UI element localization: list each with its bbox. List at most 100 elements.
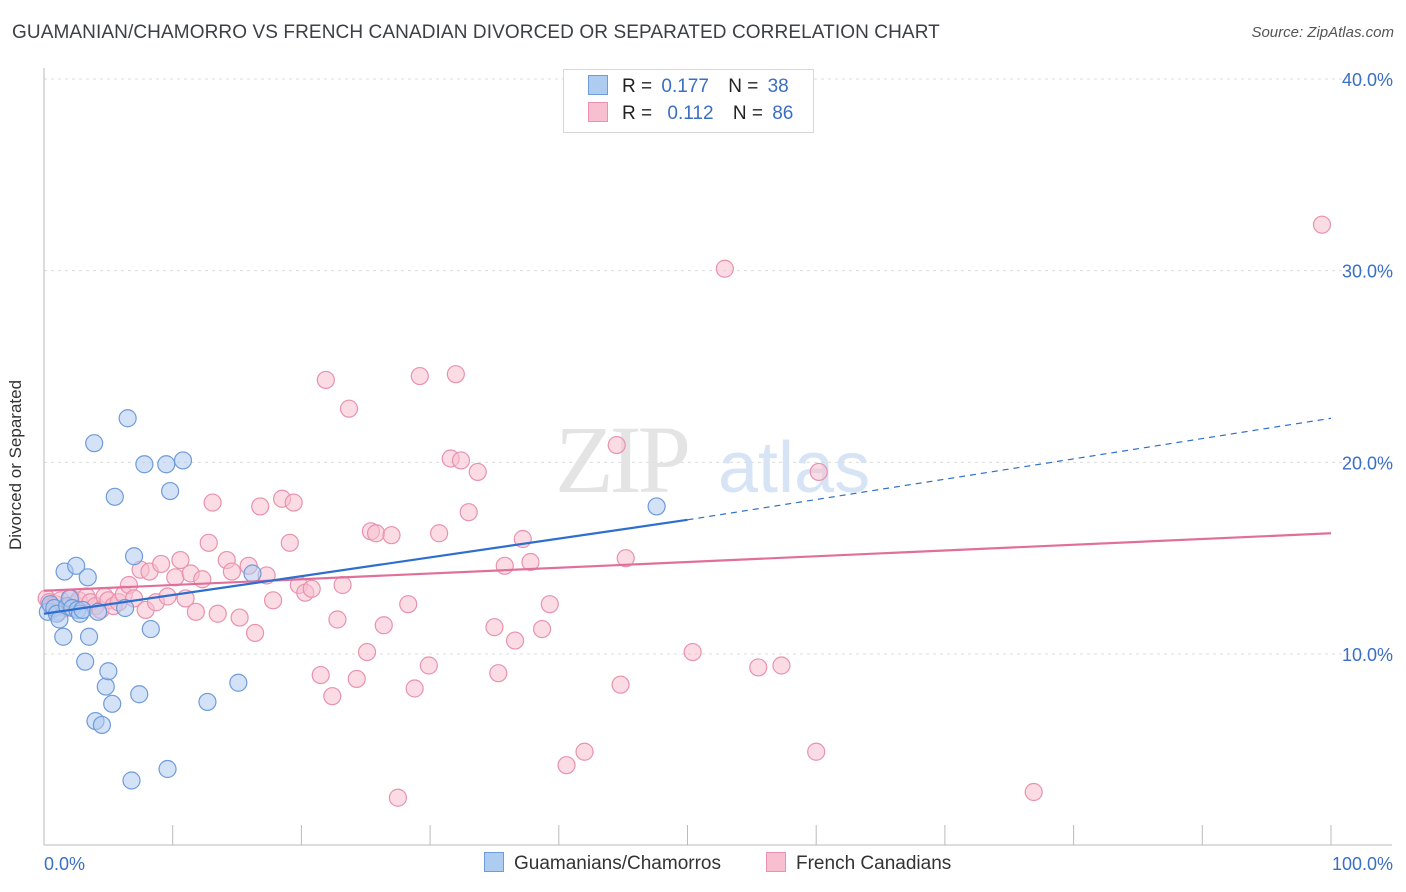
point-french-canadian: [357, 642, 377, 662]
point-guamanian: [96, 677, 115, 696]
point-french-canadian: [333, 575, 352, 595]
point-french-canadian: [446, 365, 465, 384]
x-tick-label-min: 0.0%: [44, 854, 85, 874]
point-french-canadian: [230, 608, 249, 627]
point-guamanian: [99, 662, 118, 681]
series-legend-label: French Canadians: [796, 853, 952, 874]
point-french-canadian: [388, 788, 408, 807]
series-legend-guamanian: Guamanians/Chamorros: [484, 852, 721, 875]
point-french-canadian: [749, 658, 768, 677]
point-french-canadian: [405, 679, 424, 698]
point-guamanian: [118, 409, 137, 428]
point-french-canadian: [280, 533, 299, 552]
y-tick-label: 10.0%: [1342, 645, 1393, 665]
point-french-canadian: [152, 554, 171, 574]
point-guamanian: [161, 481, 180, 501]
watermark-atlas: atlas: [718, 428, 870, 508]
legend-r-label: R =: [622, 76, 653, 97]
point-french-canadian: [1312, 215, 1332, 234]
stats-legend: R = 0.177 N = 38 R = 0.112 N = 86: [563, 69, 814, 133]
point-french-canadian: [485, 618, 504, 637]
point-guamanian: [115, 598, 135, 618]
point-french-canadian: [316, 370, 335, 390]
watermark: ZIP atlas: [555, 406, 870, 513]
point-french-canadian: [374, 616, 393, 635]
point-guamanian: [78, 568, 97, 587]
point-french-canadian: [284, 493, 303, 512]
point-guamanian: [103, 694, 122, 713]
legend-n-value: 38: [767, 76, 789, 97]
point-french-canadian: [532, 619, 552, 639]
point-french-canadian: [611, 675, 630, 694]
point-guamanian: [105, 487, 124, 506]
point-french-canadian: [557, 756, 576, 775]
series-swatch-pink: [766, 852, 786, 872]
point-guamanian: [229, 673, 248, 692]
trend-line-guamanian: [43, 518, 688, 615]
point-guamanian: [243, 564, 262, 583]
point-french-canadian: [263, 591, 283, 610]
point-french-canadian: [245, 623, 265, 643]
point-french-canadian: [410, 366, 429, 386]
legend-n-value: 86: [772, 103, 794, 124]
point-french-canadian: [323, 687, 342, 706]
trend-line-french-canadian: [43, 532, 1332, 592]
point-guamanian: [122, 771, 141, 790]
point-french-canadian: [382, 526, 401, 545]
point-french-canadian: [171, 550, 190, 570]
point-guamanian: [141, 619, 160, 639]
chart-title: GUAMANIAN/CHAMORRO VS FRENCH CANADIAN DI…: [12, 22, 940, 43]
point-french-canadian: [772, 656, 791, 675]
point-guamanian: [54, 627, 73, 646]
axes: [43, 68, 1392, 846]
point-french-canadian: [607, 435, 626, 455]
point-guamanian: [130, 685, 149, 704]
point-guamanian: [92, 715, 112, 735]
y-tick-label: 30.0%: [1342, 262, 1393, 282]
legend-n-label: N =: [728, 76, 759, 97]
point-guamanian: [124, 547, 144, 566]
point-guamanian: [158, 759, 177, 779]
point-french-canadian: [347, 669, 366, 689]
point-french-canadian: [489, 664, 508, 683]
point-french-canadian: [203, 493, 222, 512]
trend-line-guamanian-extension: [687, 417, 1332, 521]
point-french-canadian: [193, 570, 212, 589]
point-french-canadian: [521, 552, 540, 572]
point-french-canadian: [683, 642, 702, 662]
point-french-canadian: [186, 602, 205, 621]
point-french-canadian: [451, 451, 471, 470]
point-french-canadian: [208, 604, 227, 623]
point-french-canadian: [468, 462, 487, 482]
point-french-canadian: [459, 503, 478, 522]
legend-n-label: N =: [732, 103, 763, 124]
point-french-canadian: [505, 631, 525, 650]
y-tick-label: 40.0%: [1342, 70, 1393, 90]
point-french-canadian: [251, 497, 270, 516]
legend-swatch-blue: [588, 75, 608, 95]
series-legend-french-canadian: French Canadians: [766, 852, 951, 875]
point-french-canadian: [328, 610, 347, 629]
point-french-canadian: [575, 742, 594, 761]
watermark-zip: ZIP: [555, 406, 688, 513]
y-tick-labels: 10.0% 20.0% 30.0% 40.0%: [1342, 70, 1393, 665]
x-tick-label-max: 100.0%: [1332, 854, 1393, 874]
point-french-canadian: [302, 579, 321, 598]
series-swatch-blue: [484, 852, 504, 872]
point-french-canadian: [809, 462, 828, 482]
point-french-canadian: [495, 556, 514, 575]
legend-row-guamanian: R = 0.177 N = 38: [588, 75, 789, 101]
point-guamanian: [85, 434, 104, 453]
point-french-canadian: [715, 259, 734, 278]
point-guamanian: [76, 652, 95, 671]
point-french-canadian: [222, 562, 242, 581]
point-french-canadian: [430, 524, 449, 543]
point-french-canadian: [366, 524, 386, 543]
legend-r-label: R =: [622, 103, 653, 124]
point-french-canadian: [616, 549, 635, 568]
legend-r-value: 0.177: [661, 76, 709, 97]
legend-swatch-pink: [588, 102, 608, 122]
point-french-canadian: [807, 742, 826, 761]
point-guamanian: [198, 692, 217, 712]
